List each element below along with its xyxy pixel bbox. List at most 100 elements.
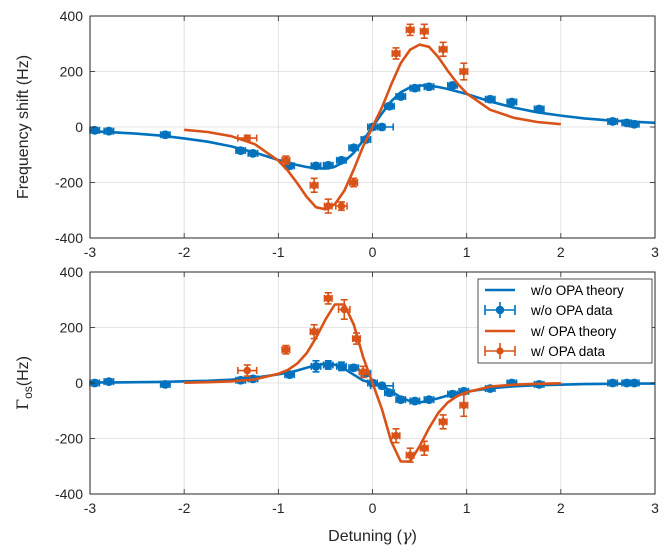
data-point	[628, 378, 640, 388]
data-point	[323, 198, 333, 214]
legend: w/o OPA theory w/o OPA data w/ OPA theor…	[477, 278, 653, 364]
data-point	[391, 427, 401, 444]
data-point	[405, 447, 415, 463]
bottom-y-axis-label: Γos(Hz)	[13, 356, 35, 410]
data-point	[237, 134, 258, 142]
top-y-axis-label: Frequency shift (Hz)	[15, 55, 32, 199]
y-tick-label: -400	[55, 486, 83, 502]
legend-entry-w-opa-theory: w/ OPA theory	[485, 324, 617, 339]
data-point	[323, 292, 333, 305]
data-point	[322, 160, 334, 170]
data-point	[348, 363, 360, 373]
data-point	[309, 323, 319, 340]
y-tick-label: 0	[75, 375, 83, 391]
y-tick-label: -200	[55, 431, 83, 447]
data-point	[281, 344, 291, 355]
y-tick-label: 200	[60, 64, 84, 80]
data-point	[395, 395, 407, 405]
series-3-points	[237, 23, 469, 214]
data-point	[337, 298, 351, 320]
x-tick-label: -3	[84, 500, 97, 516]
data-point	[335, 155, 347, 165]
bottom-series-layer	[89, 292, 655, 463]
data-point	[533, 104, 545, 114]
x-tick-label: -1	[272, 244, 285, 260]
data-point	[607, 378, 619, 388]
x-tick-label: 0	[369, 244, 377, 260]
x-tick-label: 3	[651, 244, 659, 260]
x-tick-label: 1	[463, 500, 471, 516]
top-series-layer	[89, 23, 656, 214]
y-tick-label: -200	[55, 175, 83, 191]
legend-entry-wo-opa-theory: w/o OPA theory	[485, 283, 624, 298]
x-tick-label: -3	[84, 244, 97, 260]
hz-unit: (Hz)	[15, 356, 32, 386]
data-point	[348, 143, 360, 153]
data-point	[351, 332, 362, 345]
data-point	[159, 130, 171, 140]
legend-entry-w-opa-data: w/ OPA data	[484, 343, 606, 359]
data-point	[281, 155, 291, 166]
data-point	[391, 47, 401, 60]
legend-label-wo-opa-data: w/o OPA data	[530, 303, 613, 318]
x-axis-label: Detuning (γ)	[328, 526, 417, 545]
top-ticks: -3 -2 -1 0 1 2 3 -400 -200 0 200 400	[55, 8, 659, 260]
x-tick-label: 2	[557, 500, 565, 516]
data-point	[628, 119, 640, 129]
data-point	[409, 396, 421, 406]
y-tick-label: -400	[55, 230, 83, 246]
y-tick-label: 400	[60, 8, 84, 24]
x-tick-label: -2	[178, 244, 191, 260]
data-point	[438, 414, 448, 430]
data-point	[309, 177, 319, 194]
top-panel-frequency-shift: -3 -2 -1 0 1 2 3 -400 -200 0 200 400 Frequency shif…	[15, 8, 659, 260]
gamma-symbol: Γ	[13, 399, 32, 410]
data-point	[419, 440, 429, 456]
x-tick-label: 1	[463, 244, 471, 260]
legend-box	[477, 278, 653, 364]
data-point	[369, 122, 395, 132]
detuning-word: Detuning (	[328, 528, 402, 545]
legend-label-w-opa-theory: w/ OPA theory	[530, 324, 617, 339]
os-subscript: os	[21, 386, 35, 399]
data-point	[322, 359, 334, 370]
data-point	[405, 23, 415, 37]
data-point	[607, 117, 619, 126]
y-tick-label: 200	[60, 320, 84, 336]
data-point	[438, 41, 448, 58]
theory-curve	[184, 43, 561, 211]
x-tick-label: 2	[557, 244, 565, 260]
data-point	[383, 388, 395, 398]
close-paren: )	[412, 528, 417, 545]
data-point	[310, 359, 322, 373]
data-point	[103, 377, 115, 387]
data-point	[459, 62, 469, 81]
legend-entry-wo-opa-data: w/o OPA data	[484, 302, 613, 318]
y-tick-label: 400	[60, 264, 84, 280]
data-point	[334, 201, 348, 212]
bottom-panel-optical-spring-damping: -3 -2 -1 0 1 2 3 -400 -200 0 200 400 Γos(Hz) Detuni…	[13, 264, 659, 545]
data-point	[506, 97, 518, 107]
y-tick-label: 0	[75, 119, 83, 135]
data-point	[484, 94, 496, 104]
legend-label-wo-opa-theory: w/o OPA theory	[530, 283, 624, 298]
series-2-line	[184, 43, 561, 211]
data-point	[369, 381, 395, 391]
legend-label-w-opa-data: w/ OPA data	[530, 344, 606, 359]
data-point	[335, 361, 347, 372]
data-point	[89, 125, 101, 135]
data-point	[447, 80, 459, 90]
data-point	[103, 126, 115, 136]
data-point	[235, 146, 247, 155]
x-tick-label: -1	[272, 500, 285, 516]
data-point	[247, 148, 259, 158]
x-tick-label: 3	[651, 500, 659, 516]
data-point	[459, 393, 469, 418]
data-point	[349, 177, 359, 188]
data-point	[383, 101, 395, 111]
data-point	[310, 161, 322, 171]
data-point	[159, 379, 171, 389]
data-point	[419, 23, 429, 40]
bottom-ticks: -3 -2 -1 0 1 2 3 -400 -200 0 200 400	[55, 264, 659, 516]
